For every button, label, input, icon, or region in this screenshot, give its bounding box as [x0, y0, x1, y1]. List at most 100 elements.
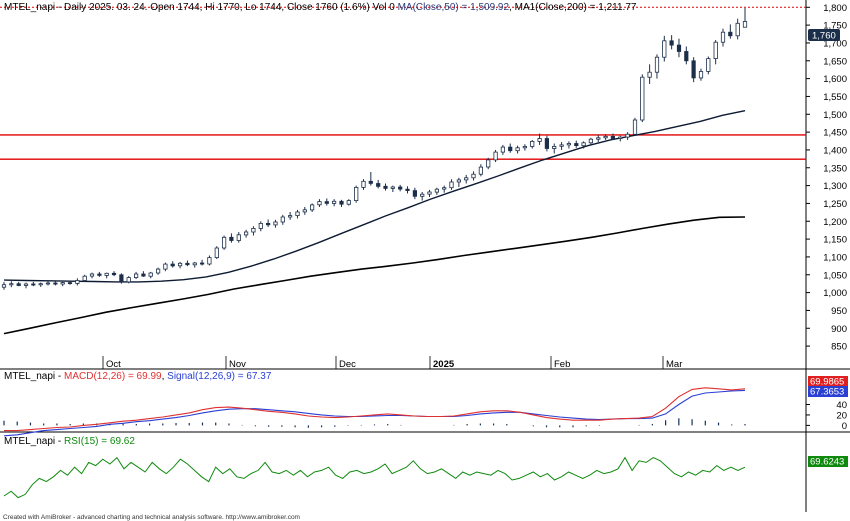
x-tick-label-1: Nov — [229, 359, 246, 370]
candle-body-53 — [390, 186, 395, 189]
y-tick-label-1: 900 — [831, 324, 847, 335]
y-tick-label-2: 950 — [831, 306, 847, 317]
candle-body-33 — [243, 231, 249, 236]
candle-body-23 — [170, 263, 175, 267]
x-tick-label-2: Dec — [339, 359, 356, 370]
candle-body-50 — [368, 180, 373, 184]
y-tick-label-15: 1,600 — [823, 74, 847, 85]
candle-body-81 — [596, 137, 601, 140]
candle-body-65 — [478, 166, 484, 175]
candle-body-89 — [654, 56, 660, 73]
y-tick-label-8: 1,250 — [823, 199, 847, 210]
candle-body-85 — [625, 133, 630, 138]
candle-body-54 — [398, 186, 403, 190]
candle-body-44 — [324, 201, 329, 204]
candle-body-97 — [713, 41, 718, 60]
ma50-label: MA(Close,50) = 1,509.92 — [398, 2, 510, 13]
candle-body-96 — [706, 58, 711, 72]
candle-body-70 — [515, 147, 520, 152]
candle-body-77 — [566, 143, 572, 146]
candle-body-74 — [544, 138, 550, 149]
candle-body-45 — [331, 200, 337, 204]
x-tick-label-3: 2025 — [433, 359, 455, 370]
ma50-line — [3, 110, 746, 283]
macd-tick-label-2: 40 — [836, 400, 847, 411]
footer-credit: Created with AmiBroker - advanced charti… — [3, 514, 300, 521]
y-tick-label-16: 1,650 — [823, 56, 847, 67]
price-pane: 850 900 950 1,000 1,050 1,100 1,150 1,200 1,250 1… — [0, 0, 850, 370]
candle-body-10 — [75, 280, 80, 284]
candle-body-61 — [449, 181, 454, 189]
candle-body-60 — [442, 187, 447, 190]
y-tick-label-10: 1,350 — [823, 163, 847, 174]
candle-body-12 — [89, 273, 95, 277]
candle-body-52 — [383, 185, 388, 189]
candle-body-67 — [493, 151, 498, 161]
candle-body-15 — [111, 272, 117, 276]
signal-line — [3, 389, 746, 437]
candle-body-100 — [735, 22, 740, 37]
candle-body-22 — [163, 263, 168, 270]
candle-body-92 — [676, 44, 682, 52]
candle-body-63 — [464, 177, 469, 181]
candle-body-7 — [53, 282, 58, 285]
last-price-marker: 1,760 — [808, 29, 840, 42]
candle-body-20 — [148, 272, 153, 277]
candle-body-11 — [82, 275, 87, 281]
y-tick-label-3: 1,000 — [823, 288, 847, 299]
candle-body-41 — [302, 209, 307, 213]
ma200-line — [3, 216, 746, 335]
y-tick-label-6: 1,150 — [823, 235, 847, 246]
candle-body-1 — [9, 283, 14, 286]
candle-body-99 — [728, 31, 733, 37]
y-tick-label-0: 850 — [831, 342, 847, 353]
macd-label: MACD(12,26) = 69.99 — [64, 371, 162, 382]
candle-body-79 — [581, 142, 586, 147]
candle-body-90 — [662, 40, 667, 58]
candle-body-18 — [133, 273, 139, 278]
macd-title: MTEL_napi - MACD(12,26) = 69.99, Signal(… — [4, 371, 272, 382]
candle-body-95 — [698, 71, 704, 79]
macd-line — [4, 387, 746, 432]
candle-body-4 — [31, 283, 36, 286]
y-tick-label-4: 1,050 — [823, 270, 847, 281]
signal-tag-bg — [808, 386, 848, 397]
candle-body-56 — [412, 190, 418, 197]
candle-body-38 — [280, 216, 285, 223]
y-tick-label-12: 1,450 — [823, 128, 847, 139]
candle-body-83 — [610, 135, 616, 139]
candle-body-42 — [309, 204, 315, 211]
title-separator: , — [509, 2, 515, 13]
y-tick-label-17: 1,700 — [823, 38, 847, 49]
macd-tag-bg — [808, 376, 848, 387]
candle-body-91 — [669, 40, 674, 46]
candle-body-101 — [742, 21, 748, 28]
candle-body-49 — [361, 180, 366, 188]
signal-label: Signal(12,26,9) = 67.37 — [167, 371, 272, 382]
candle-body-88 — [647, 71, 652, 78]
y-tick-label-19: 1,800 — [823, 3, 847, 14]
candle-body-64 — [471, 173, 476, 179]
candle-body-58 — [427, 191, 432, 195]
price-title-prefix: MTEL_napi - Daily 2025. 03. 24. Open 174… — [4, 2, 398, 13]
candle-body-26 — [192, 262, 197, 266]
x-tick-label-0: Oct — [106, 359, 121, 370]
ma200-label: MA1(Close,200) = 1,211.77 — [515, 2, 637, 13]
candle-body-75 — [552, 145, 557, 149]
candle-body-78 — [574, 143, 579, 146]
macd-tag: 69.9865 — [810, 377, 844, 388]
candle-body-62 — [456, 179, 462, 183]
candle-body-30 — [221, 236, 227, 249]
candle-body-31 — [229, 236, 234, 241]
signal-tag: 67.3653 — [810, 387, 844, 398]
candle-body-76 — [559, 144, 564, 147]
candle-body-71 — [522, 145, 528, 149]
candle-body-8 — [60, 282, 65, 285]
candle-body-82 — [603, 135, 608, 139]
rsi-tag: 69.6243 — [810, 457, 844, 468]
candle-body-93 — [684, 51, 689, 62]
candle-body-48 — [354, 186, 359, 201]
